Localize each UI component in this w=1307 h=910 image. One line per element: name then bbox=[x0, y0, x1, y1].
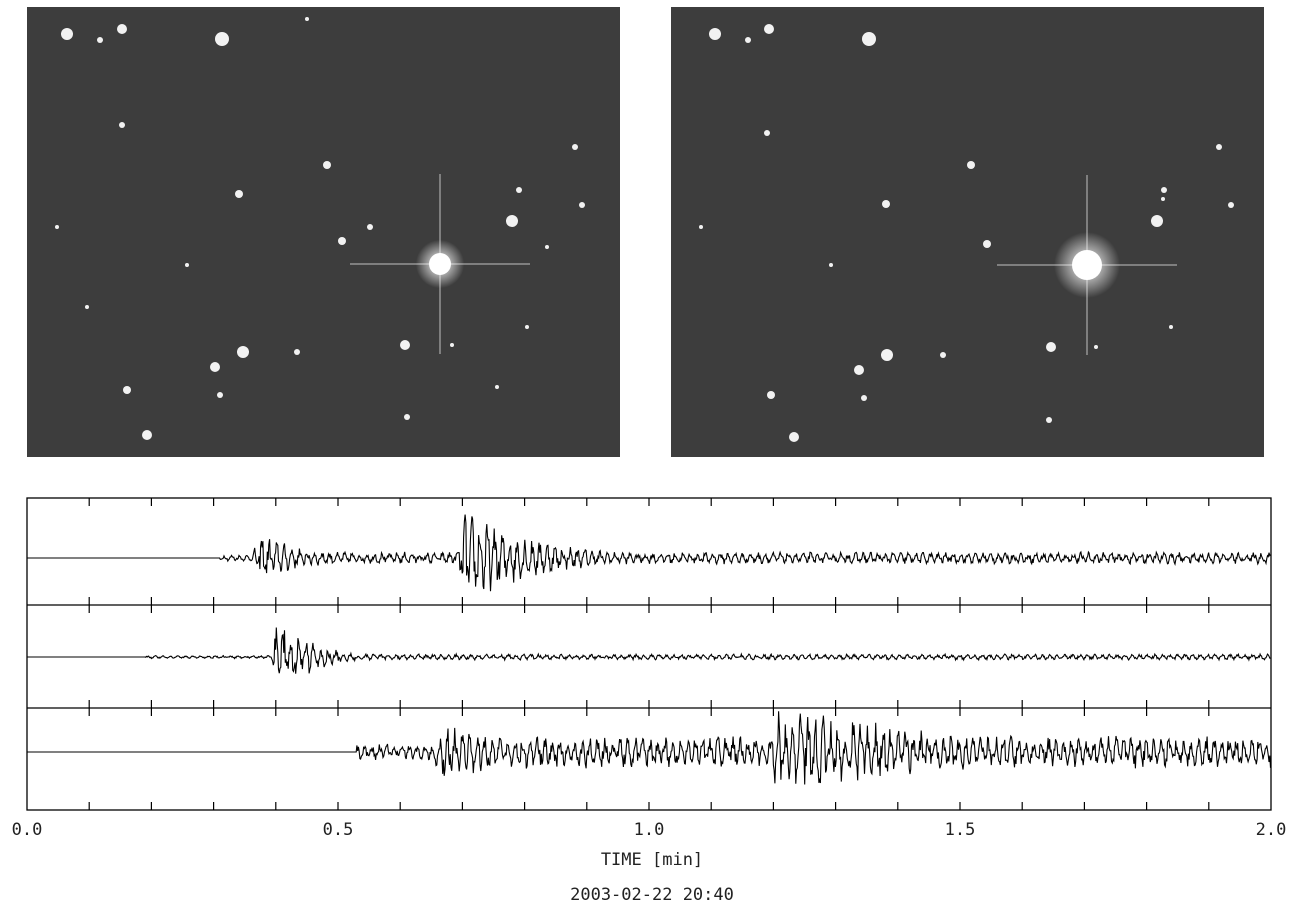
timestamp-label: 2003-02-22 20:40 bbox=[570, 885, 734, 905]
seismogram-chart bbox=[0, 480, 1307, 820]
seismogram-trace-1 bbox=[27, 515, 1271, 592]
x-tick-label: 1.0 bbox=[634, 820, 665, 840]
right-star-field bbox=[671, 7, 1264, 457]
seismogram-trace-3 bbox=[27, 711, 1271, 784]
x-tick-label: 0.5 bbox=[323, 820, 354, 840]
plot-frame bbox=[27, 498, 1271, 810]
left-telescope-image bbox=[27, 7, 620, 457]
x-tick-label: 0.0 bbox=[12, 820, 43, 840]
seismogram-trace-2 bbox=[27, 628, 1271, 674]
x-axis-label: TIME [min] bbox=[601, 850, 703, 870]
x-tick-label: 2.0 bbox=[1256, 820, 1287, 840]
right-telescope-image bbox=[671, 7, 1264, 457]
x-tick-label: 1.5 bbox=[945, 820, 976, 840]
left-star-field bbox=[27, 7, 620, 457]
